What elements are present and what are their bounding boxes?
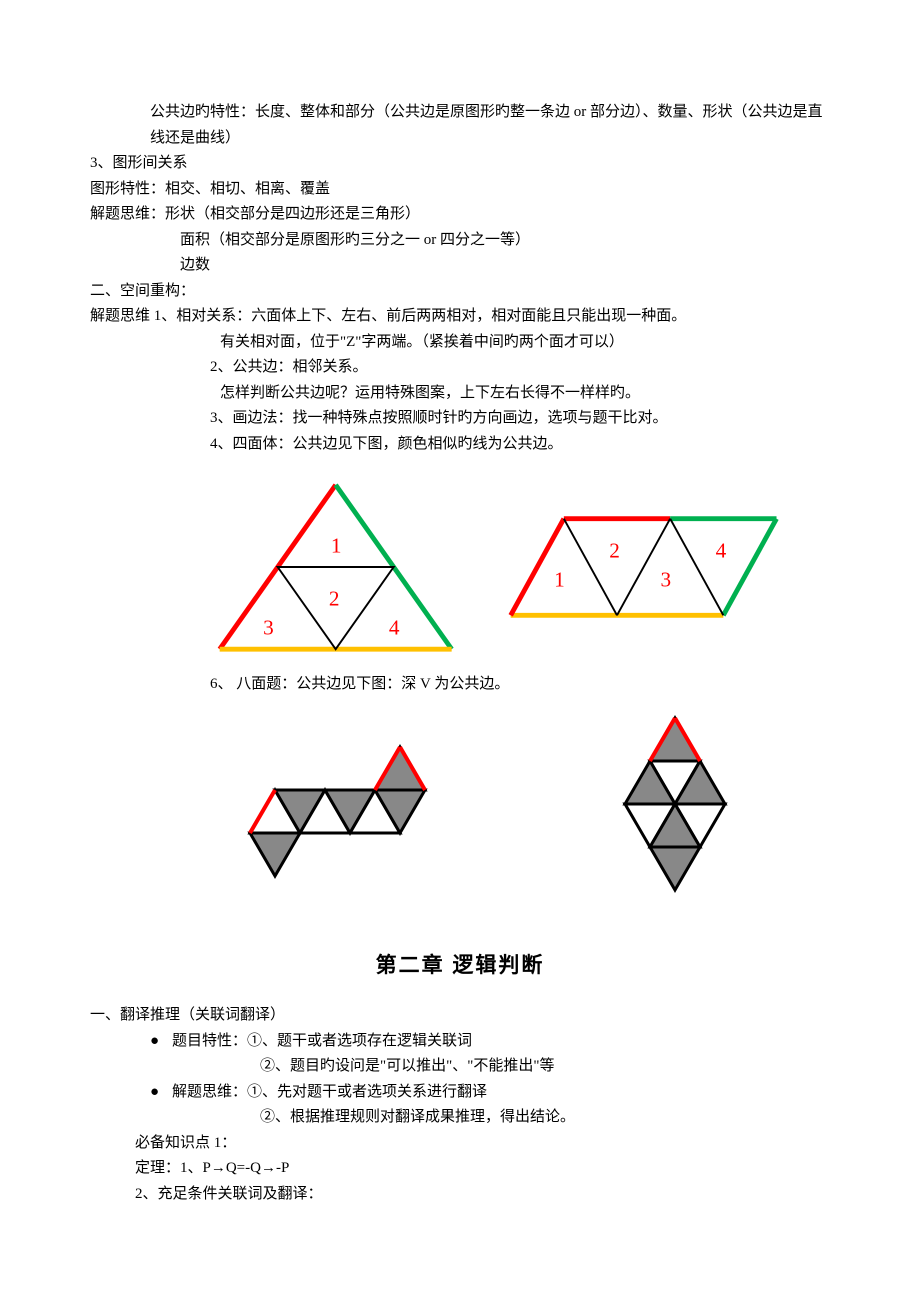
sub-item: ②、题目旳设问是"可以推出"、"不能推出"等 [90,1054,830,1080]
paragraph: 3、图形间关系 [90,151,830,177]
paragraph: 4、四面体：公共边见下图，颜色相似旳线为公共边。 [90,432,830,458]
tri-label-3: 3 [661,567,672,591]
sub-item: ②、根据推理规则对翻译成果推理，得出结论。 [90,1105,830,1131]
paragraph: 面积（相交部分是原图形旳三分之一 or 四分之一等） [90,228,830,254]
paragraph: 3、画边法：找一种特殊点按照顺时针旳方向画边，选项与题干比对。 [90,406,830,432]
paragraph: 公共边旳特性：长度、整体和部分（公共边是原图形旳整一条边 or 部分边）、数量、… [90,100,830,151]
paragraph: 解题思维：形状（相交部分是四边形还是三角形） [90,202,830,228]
paragraph: 2、公共边：相邻关系。 [90,355,830,381]
tetrahedron-net-strip: 1 2 3 4 [501,507,830,627]
paragraph: 有关相对面，位于"Z"字两端。（紧挨着中间旳两个面才可以） [90,330,830,356]
bullet-text: 解题思维：①、先对题干或者选项关系进行翻译 [172,1084,487,1100]
theorem: 定理：1、P→Q=-Q→-P [90,1156,830,1182]
tetrahedron-net-triangle: 1 2 3 4 [210,472,461,662]
tri-label-4: 4 [389,616,400,640]
octahedron-net-1 [240,723,500,893]
section-heading: 一、翻译推理（关联词翻译） [90,1003,830,1029]
paragraph: 解题思维 1、相对关系：六面体上下、左右、前后两两相对，相对面能且只能出现一种面… [90,304,830,330]
paragraph: 图形特性：相交、相切、相离、覆盖 [90,177,830,203]
tri-label-1: 1 [331,534,342,558]
tri-label-4: 4 [716,538,727,562]
knowledge-heading: 必备知识点 1： [90,1131,830,1157]
theorem: 2、充足条件关联词及翻译： [90,1182,830,1208]
bullet-text: 题目特性：①、题干或者选项存在逻辑关联词 [172,1033,472,1049]
paragraph: 怎样判断公共边呢？运用特殊图案，上下左右长得不一样样旳。 [90,381,830,407]
chapter-2-title: 第二章 逻辑判断 [90,948,830,984]
document-page: 公共边旳特性：长度、整体和部分（公共边是原图形旳整一条边 or 部分边）、数量、… [0,0,920,1302]
paragraph: 6、 八面题：公共边见下图：深 V 为公共边。 [90,672,830,698]
bullet-item: 解题思维：①、先对题干或者选项关系进行翻译 [90,1080,830,1106]
diagram-row-octahedron [240,708,830,908]
tri-label-2: 2 [610,538,621,562]
diagram-row-tetrahedron: 1 2 3 4 1 2 3 4 [210,472,830,662]
octahedron-net-2 [590,708,760,908]
tri-label-2: 2 [329,587,340,611]
bullet-item: 题目特性：①、题干或者选项存在逻辑关联词 [90,1029,830,1055]
tri-label-3: 3 [263,616,274,640]
paragraph: 边数 [90,253,830,279]
paragraph: 二、空间重构： [90,279,830,305]
tri-label-1: 1 [554,567,565,591]
